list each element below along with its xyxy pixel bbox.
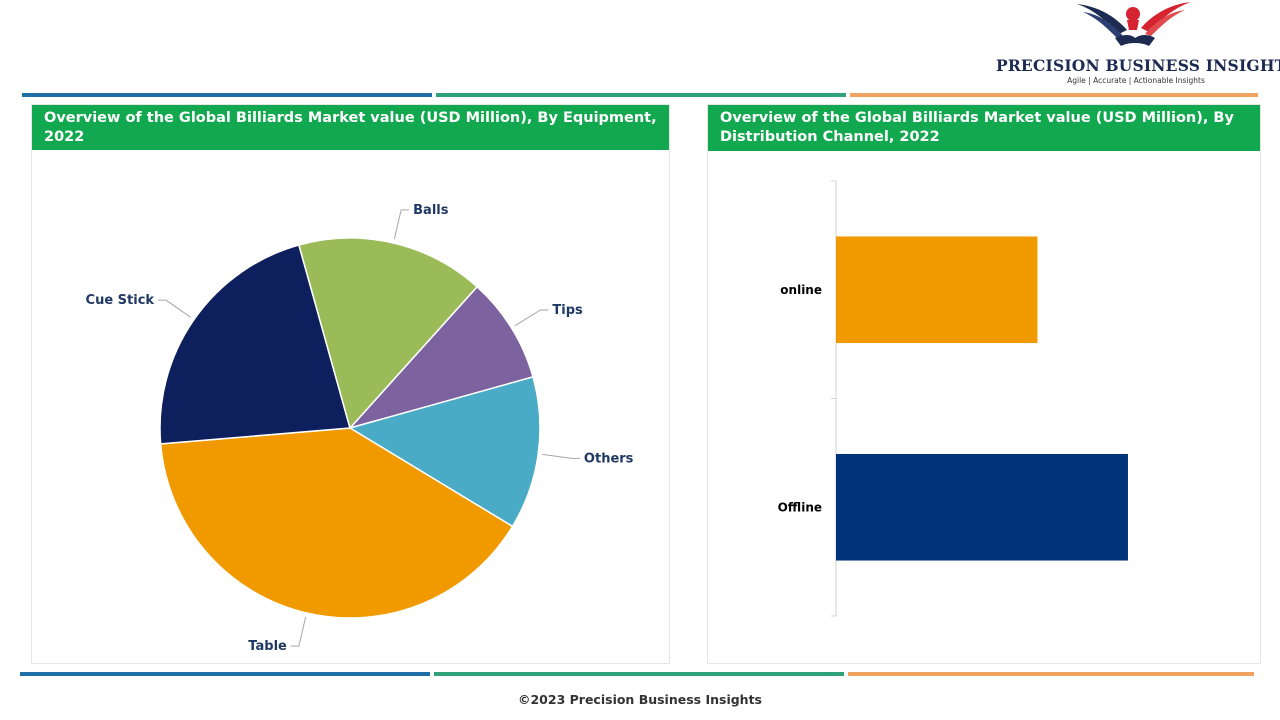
bar-online[interactable] [836,236,1038,344]
leader-line [290,616,307,647]
leader-line [542,453,580,459]
leader-line [158,299,191,318]
distribution-chart-panel: Overview of the Global Billiards Market … [707,104,1261,664]
leader-line [393,209,410,240]
pie-slice-table[interactable] [159,427,514,619]
top-stripe-blue [22,93,432,97]
pie-label-others: Others [584,451,634,466]
pie-label-cue-stick: Cue Stick [86,293,155,308]
eagle-handshake-icon [1077,2,1191,46]
pie-label-tips: Tips [552,303,583,318]
equipment-chart-title: Overview of the Global Billiards Market … [32,105,669,150]
pie-label-balls: Balls [413,203,449,218]
bar-offline[interactable] [836,453,1128,561]
pie-slice-others[interactable] [348,375,541,528]
distribution-chart-title: Overview of the Global Billiards Market … [708,105,1260,151]
category-label-online: online [780,283,822,297]
brand-logo[interactable]: PRECISION BUSINESS INSIGHTS Agile | Accu… [990,0,1280,90]
pie-slice-tips[interactable] [347,285,534,430]
brand-tagline: Agile | Accurate | Actionable Insights [1067,76,1205,85]
top-stripe-green [436,93,846,97]
pie-slice-cue-stick[interactable] [159,244,351,445]
leader-line [514,309,549,327]
bottom-stripe-blue [20,672,430,676]
top-stripe-orange [850,93,1258,97]
equipment-pie-chart: Tips Others Table Cue Stick Balls [86,203,634,654]
pie-label-table: Table [248,639,287,654]
bottom-stripe-green [434,672,844,676]
copyright-footer: ©2023 Precision Business Insights [517,692,762,707]
category-label-offline: Offline [778,500,822,514]
equipment-chart-panel: Overview of the Global Billiards Market … [31,104,670,664]
pie-slice-balls[interactable] [297,237,479,430]
distribution-bar-chart: online Offline [778,180,1128,617]
bottom-stripe-orange [848,672,1254,676]
brand-name: PRECISION BUSINESS INSIGHTS [996,56,1280,75]
